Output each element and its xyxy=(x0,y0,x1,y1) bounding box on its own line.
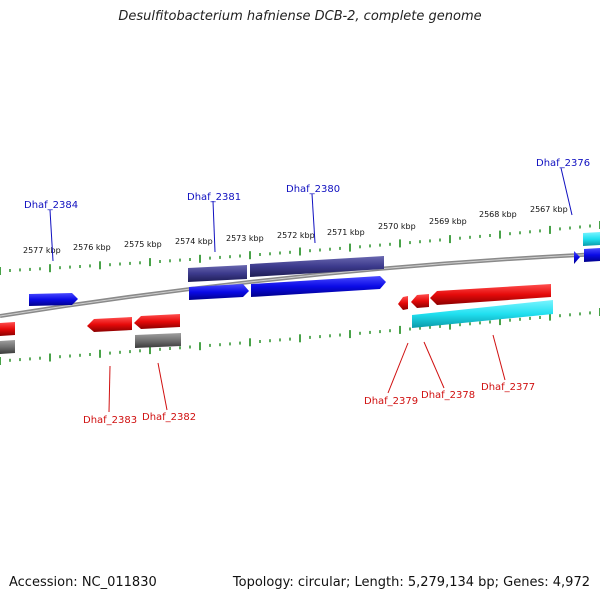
kbp-label: 2572 kbp xyxy=(277,231,315,240)
forward-features xyxy=(29,232,600,306)
gene-label-dhaf-2377[interactable]: Dhaf_2377 xyxy=(481,382,535,393)
gene-label-dhaf-2381[interactable]: Dhaf_2381 xyxy=(187,192,241,203)
gene-label-dhaf-2379[interactable]: Dhaf_2379 xyxy=(364,396,418,407)
kbp-label: 2573 kbp xyxy=(226,234,264,243)
kbp-label: 2570 kbp xyxy=(378,222,416,231)
gene-label-dhaf-2384[interactable]: Dhaf_2384 xyxy=(24,200,78,211)
kbp-label: 2571 kbp xyxy=(327,228,365,237)
gene-label-dhaf-2376[interactable]: Dhaf_2376 xyxy=(536,158,590,169)
gene-dhaf-2382[interactable] xyxy=(134,314,180,329)
kbp-label: 2568 kbp xyxy=(479,210,517,219)
gene-dhaf-2380-upper[interactable] xyxy=(250,256,384,277)
kbp-label: 2567 kbp xyxy=(530,205,568,214)
gene-dhaf-2376-cds[interactable] xyxy=(584,248,600,262)
gene-offscreen-left[interactable] xyxy=(0,322,15,336)
gene-dhaf-2383[interactable] xyxy=(87,317,132,332)
gene-label-dhaf-2383[interactable]: Dhaf_2383 xyxy=(83,415,137,426)
kbp-label: 2577 kbp xyxy=(23,246,61,255)
gene-dhaf-2377[interactable] xyxy=(430,284,551,305)
gene-label-dhaf-2380[interactable]: Dhaf_2380 xyxy=(286,184,340,195)
kbp-label: 2576 kbp xyxy=(73,243,111,252)
kbp-scale-labels: 2577 kbp 2576 kbp 2575 kbp 2574 kbp 2573… xyxy=(23,205,568,255)
gene-label-dhaf-2382[interactable]: Dhaf_2382 xyxy=(142,412,196,423)
gene-dhaf-2381[interactable] xyxy=(189,284,249,300)
map-title: Desulfitobacterium hafniense DCB-2, comp… xyxy=(118,9,482,24)
gene-dhaf-2376-upper[interactable] xyxy=(583,232,600,246)
gene-offscreen-left-pseudo[interactable] xyxy=(0,340,15,354)
gene-dhaf-2384[interactable] xyxy=(29,293,78,306)
kbp-label: 2575 kbp xyxy=(124,240,162,249)
kbp-label: 2569 kbp xyxy=(429,217,467,226)
gene-labels: Dhaf_2384 Dhaf_2381 Dhaf_2380 Dhaf_2376 … xyxy=(24,158,590,426)
gene-dhaf-2381-upper[interactable] xyxy=(188,265,247,282)
inner-scale-ticks xyxy=(0,308,600,365)
gene-dhaf-2382-pseudo[interactable] xyxy=(135,333,181,348)
outer-scale-ticks xyxy=(0,221,600,275)
gene-label-dhaf-2378[interactable]: Dhaf_2378 xyxy=(421,390,475,401)
label-leader-lines xyxy=(49,167,573,413)
kbp-label: 2574 kbp xyxy=(175,237,213,246)
gene-dhaf-2378[interactable] xyxy=(411,294,429,308)
gene-dhaf-2380[interactable] xyxy=(251,276,386,297)
gene-dhaf-2377-rna[interactable] xyxy=(412,300,553,328)
gene-dhaf-2379[interactable] xyxy=(398,296,408,310)
reverse-features xyxy=(0,284,553,354)
gene-dhaf-2376[interactable] xyxy=(574,251,580,264)
accession-text: Accession: NC_011830 xyxy=(9,575,157,590)
genome-summary-text: Topology: circular; Length: 5,279,134 bp… xyxy=(232,575,590,590)
